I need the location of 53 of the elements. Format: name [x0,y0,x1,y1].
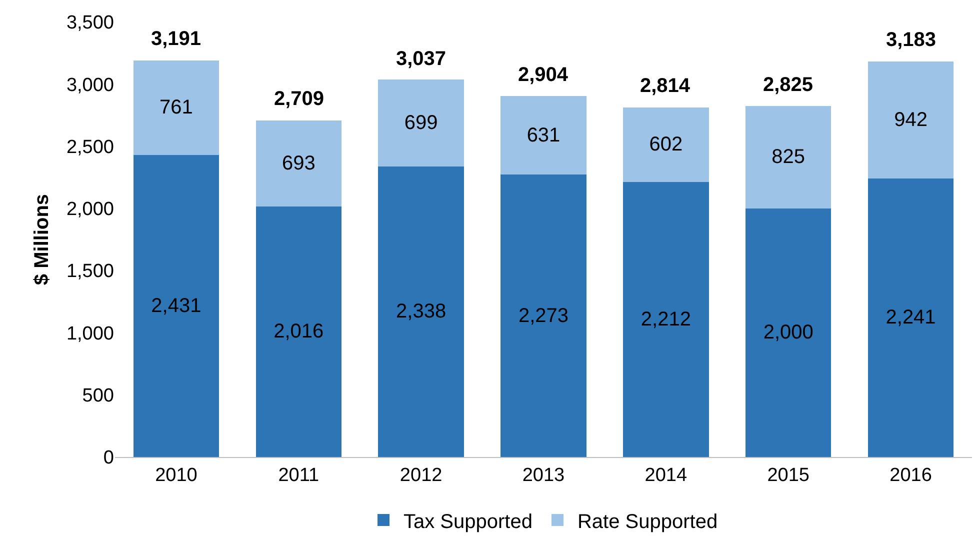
data-label: 631 [526,124,560,146]
x-tick-label: 2014 [644,464,688,486]
bar [500,174,586,457]
data-label: 2,431 [151,294,202,317]
y-tick-label: 0 [103,448,114,469]
data-label: 2,241 [886,306,936,329]
y-tick-label: 500 [82,386,114,407]
data-label: 699 [404,112,438,134]
y-tick-label: 2,000 [66,199,114,220]
x-tick-label: 2013 [522,464,565,486]
total-label: 2,825 [763,74,814,96]
y-tick-label: 2,500 [66,136,114,158]
total-label: 2,904 [518,64,569,86]
bar [133,154,220,457]
data-label: 602 [649,134,683,156]
y-axis-title: $ Millions [30,194,53,286]
data-label: 942 [894,108,928,131]
total-label: 3,183 [886,29,936,51]
bar [623,107,709,182]
bar [256,206,342,457]
bar [378,166,464,457]
bar [378,80,464,166]
y-tick-label: 1,500 [66,261,114,282]
bar [746,208,832,457]
data-label: 2,016 [274,320,324,343]
total-label: 3,037 [396,48,446,70]
bar [746,106,832,208]
legend-label: Tax Supported [404,510,532,533]
y-tick-label: 1,000 [66,323,114,344]
x-tick-label: 2016 [890,464,932,486]
bar [868,61,954,178]
y-tick-label: 3,000 [66,74,114,96]
x-tick-label: 2015 [767,464,810,486]
data-label: 2,212 [640,308,691,331]
legend-label: Rate Supported [577,510,718,533]
bar [133,60,220,155]
bar [500,96,586,174]
x-tick-label: 2011 [278,464,320,486]
x-tick-label: 2012 [400,464,442,486]
data-label: 825 [772,146,806,168]
data-label: 2,273 [518,304,569,327]
bar [868,178,954,457]
data-label: 693 [282,152,316,174]
y-tick-label: 3,500 [66,12,114,34]
data-label: 2,338 [396,300,446,323]
bar [623,182,709,457]
total-label: 2,814 [640,75,691,97]
total-label: 2,709 [274,88,324,110]
total-label: 3,191 [151,28,202,50]
data-label: 2,000 [763,322,814,344]
x-tick-label: 2010 [155,464,198,486]
bar [256,120,342,206]
data-label: 761 [160,96,193,119]
